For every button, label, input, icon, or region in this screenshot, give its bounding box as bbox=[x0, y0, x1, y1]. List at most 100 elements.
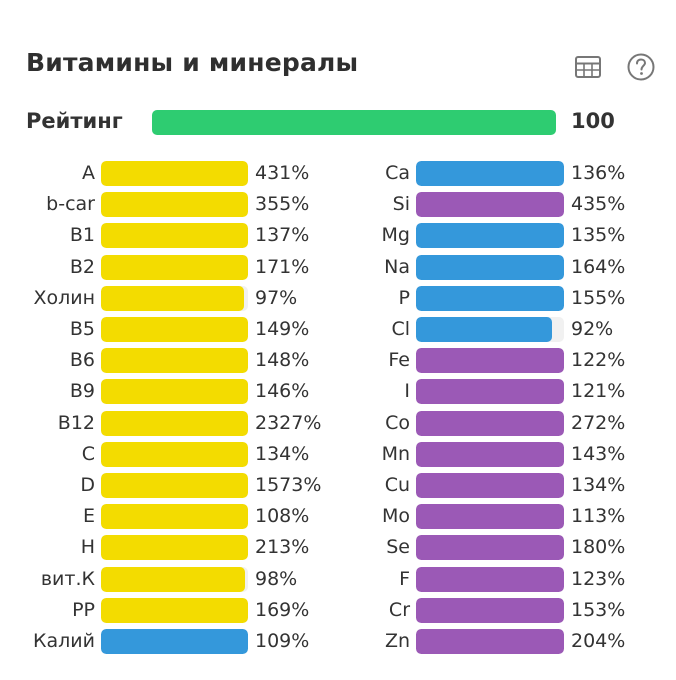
bar-fill bbox=[101, 598, 248, 623]
bar-fill bbox=[101, 473, 248, 498]
bar-label: B9 bbox=[69, 380, 95, 402]
bar-track bbox=[101, 567, 248, 592]
bar-fill bbox=[416, 348, 564, 373]
bar-label: B2 bbox=[69, 256, 95, 278]
bar-track bbox=[101, 442, 248, 467]
rating-bar bbox=[152, 110, 556, 135]
bar-fill bbox=[416, 379, 564, 404]
bar-track bbox=[101, 629, 248, 654]
vitamin-row: E 108% bbox=[0, 504, 676, 529]
bar-label: PP bbox=[72, 599, 95, 621]
bar-fill bbox=[416, 255, 564, 280]
bar-fill bbox=[101, 317, 248, 342]
bar-label: вит.К bbox=[40, 568, 95, 590]
bar-percent: 137% bbox=[255, 224, 310, 246]
bar-track bbox=[416, 317, 564, 342]
bar-track bbox=[416, 598, 564, 623]
bar-track bbox=[101, 286, 248, 311]
bar-percent: 355% bbox=[255, 193, 310, 215]
mineral-row: Cu 134% bbox=[0, 473, 676, 498]
vitamin-row: вит.К 98% bbox=[0, 567, 676, 592]
bar-fill bbox=[416, 567, 564, 592]
bar-track bbox=[101, 504, 248, 529]
bar-percent: 204% bbox=[571, 630, 626, 652]
bar-label: Cl bbox=[391, 318, 410, 340]
bar-percent: 113% bbox=[571, 505, 626, 527]
mineral-row: I 121% bbox=[0, 379, 676, 404]
vitamin-row: B5 149% bbox=[0, 317, 676, 342]
bar-percent: 134% bbox=[571, 474, 626, 496]
bar-fill bbox=[416, 286, 564, 311]
bar-percent: 180% bbox=[571, 536, 626, 558]
bar-track bbox=[101, 223, 248, 248]
bar-fill bbox=[416, 473, 564, 498]
rating-label: Рейтинг bbox=[26, 109, 123, 133]
bar-percent: 121% bbox=[571, 380, 626, 402]
bar-percent: 143% bbox=[571, 443, 626, 465]
bar-fill bbox=[416, 629, 564, 654]
mineral-row: Se 180% bbox=[0, 535, 676, 560]
mineral-row: Mo 113% bbox=[0, 504, 676, 529]
bar-fill bbox=[101, 567, 246, 592]
bar-track bbox=[101, 379, 248, 404]
mineral-row: Na 164% bbox=[0, 255, 676, 280]
vitamin-row: b-car 355% bbox=[0, 192, 676, 217]
bar-label: Na bbox=[384, 256, 410, 278]
bar-fill bbox=[101, 535, 248, 560]
bar-percent: 155% bbox=[571, 287, 626, 309]
mineral-row: Fe 122% bbox=[0, 348, 676, 373]
bar-percent: 1573% bbox=[255, 474, 322, 496]
bar-percent: 149% bbox=[255, 318, 310, 340]
table-icon[interactable] bbox=[573, 52, 603, 82]
chart-title: Витамины и минералы bbox=[26, 48, 359, 77]
bar-label: I bbox=[404, 380, 410, 402]
bar-fill bbox=[101, 255, 248, 280]
bar-fill bbox=[416, 411, 564, 436]
bar-track bbox=[416, 255, 564, 280]
bar-percent: 435% bbox=[571, 193, 626, 215]
bar-track bbox=[101, 348, 248, 373]
bar-label: B5 bbox=[69, 318, 95, 340]
bar-label: Mg bbox=[381, 224, 410, 246]
bar-label: Mo bbox=[381, 505, 410, 527]
bar-track bbox=[101, 192, 248, 217]
bar-fill bbox=[101, 442, 248, 467]
bar-label: E bbox=[82, 505, 95, 527]
bar-percent: 171% bbox=[255, 256, 310, 278]
bar-track bbox=[101, 411, 248, 436]
bar-percent: 431% bbox=[255, 162, 310, 184]
bar-percent: 109% bbox=[255, 630, 310, 652]
bar-label: C bbox=[81, 443, 95, 465]
bar-track bbox=[416, 411, 564, 436]
bar-fill bbox=[101, 192, 248, 217]
bar-track bbox=[416, 535, 564, 560]
bar-label: Холин bbox=[33, 287, 95, 309]
bar-label: Cu bbox=[384, 474, 410, 496]
bar-percent: 123% bbox=[571, 568, 626, 590]
help-icon[interactable] bbox=[626, 52, 656, 82]
bar-fill bbox=[416, 504, 564, 529]
bar-fill bbox=[416, 535, 564, 560]
mineral-row: Co 272% bbox=[0, 411, 676, 436]
bar-track bbox=[101, 598, 248, 623]
mineral-row: Ca 136% bbox=[0, 161, 676, 186]
bar-percent: 2327% bbox=[255, 412, 322, 434]
mineral-row: Zn 204% bbox=[0, 629, 676, 654]
vitamin-row: PP 169% bbox=[0, 598, 676, 623]
bar-fill bbox=[101, 629, 248, 654]
vitamin-row: B9 146% bbox=[0, 379, 676, 404]
bar-track bbox=[416, 567, 564, 592]
rating-value: 100 bbox=[571, 109, 615, 133]
bar-fill bbox=[416, 442, 564, 467]
bar-track bbox=[101, 535, 248, 560]
bar-percent: 164% bbox=[571, 256, 626, 278]
bar-label: Cr bbox=[388, 599, 410, 621]
vitamin-row: B2 171% bbox=[0, 255, 676, 280]
bar-track bbox=[101, 317, 248, 342]
bar-track bbox=[416, 223, 564, 248]
bar-label: B1 bbox=[69, 224, 95, 246]
bar-track bbox=[101, 255, 248, 280]
bar-percent: 169% bbox=[255, 599, 310, 621]
bar-fill bbox=[416, 161, 564, 186]
bar-track bbox=[416, 473, 564, 498]
